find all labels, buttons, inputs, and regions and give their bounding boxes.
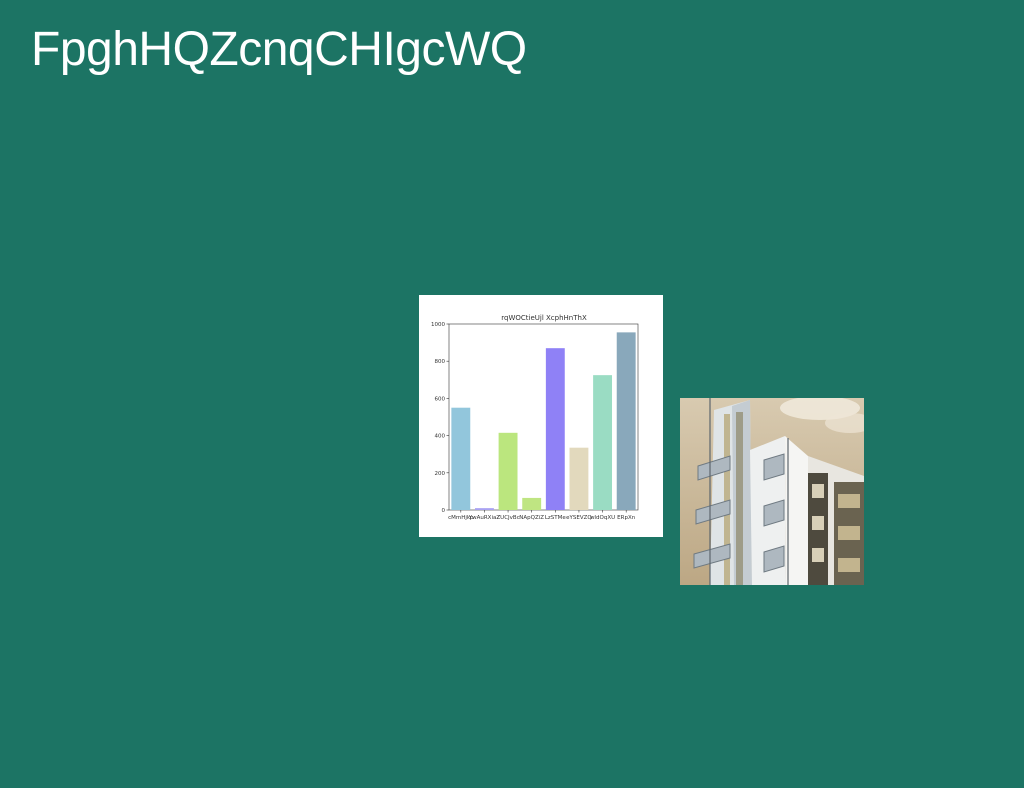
- bar-chart-card: rqWOCtieUjl XcphHnThX cMmHjkp YwAuRXiaZ ZU…: [419, 295, 663, 537]
- x-tick-label: YwAuRXiaZ: [468, 515, 501, 521]
- bar-chart: rqWOCtieUjl XcphHnThX cMmHjkpYwAuRXiaZZU…: [431, 314, 639, 521]
- bar: [593, 375, 613, 510]
- bar: [522, 497, 542, 510]
- bar: [474, 508, 494, 510]
- x-tick-label: NApQZiZ: [519, 515, 544, 521]
- chart-axes: [446, 323, 639, 513]
- page-title: FpghHQZcnqCHIgcWQ: [31, 23, 527, 76]
- y-tick-label: 0: [442, 508, 446, 514]
- bar: [545, 348, 565, 510]
- chart-frame: [448, 323, 639, 511]
- bar: [451, 407, 471, 510]
- bar: [616, 332, 636, 510]
- chart-bars: [451, 332, 636, 510]
- x-tick-label: ZUCJvBc: [496, 515, 519, 521]
- y-tick-label: 400: [435, 434, 446, 440]
- chart-title: rqWOCtieUjl XcphHnThX: [501, 314, 587, 322]
- y-tick-label: 600: [435, 396, 446, 402]
- y-tick-label: 200: [435, 471, 446, 477]
- x-tick-label: wIdOqXU: [590, 515, 615, 521]
- bar: [498, 432, 518, 510]
- chart-y-tick-labels: 0 200 400 600 800 1000: [431, 322, 446, 514]
- y-tick-label: 800: [435, 359, 446, 365]
- x-tick-label: ERpXn: [617, 515, 636, 521]
- building-photo-icon: [680, 398, 864, 585]
- building-photo: [680, 398, 864, 585]
- x-tick-label: cMmHjkp: [448, 515, 474, 521]
- bar: [569, 447, 589, 510]
- x-tick-label: LzSTMe: [545, 515, 567, 521]
- y-tick-label: 1000: [431, 322, 445, 328]
- x-tick-label: eYSEVZQ: [566, 515, 592, 521]
